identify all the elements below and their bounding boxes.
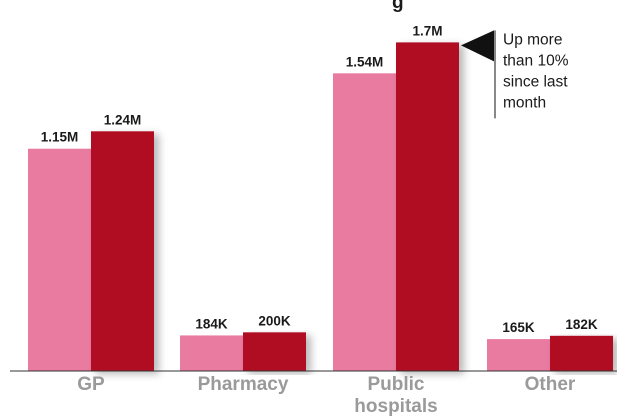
- annotation-arrow-icon: [461, 30, 494, 62]
- category-label-public-hospitals-line-2: hospitals: [354, 396, 437, 417]
- data-label-public-hospitals-series-1: 1.54M: [346, 54, 384, 69]
- bar-other-series-1: [487, 339, 550, 371]
- annotation-text-line-4: month: [503, 94, 546, 111]
- bar-public-hospitals-series-1: [333, 73, 396, 371]
- data-label-pharmacy-series-1: 184K: [195, 316, 228, 331]
- category-label-pharmacy: Pharmacy: [198, 374, 289, 395]
- data-label-other-series-2: 182K: [565, 317, 598, 332]
- data-label-gp-series-1: 1.15M: [41, 130, 79, 145]
- data-label-gp-series-2: 1.24M: [104, 112, 142, 127]
- annotation: Up more than 10% since last month: [461, 30, 569, 119]
- bar-pharmacy-series-1: [180, 335, 243, 371]
- data-label-other-series-1: 165K: [502, 320, 535, 335]
- annotation-text-line-2: than 10%: [503, 52, 569, 69]
- category-label-public-hospitals-line-1: Public: [367, 374, 424, 395]
- bar-other-series-2: [550, 335, 613, 371]
- annotation-text-line-1: Up more: [503, 31, 562, 48]
- bar-pharmacy-series-2: [243, 332, 306, 371]
- annotation-text-line-3: since last: [503, 73, 568, 90]
- data-label-pharmacy-series-2: 200K: [258, 313, 291, 328]
- bar-gp-series-2: [91, 131, 154, 371]
- bars-layer: [28, 42, 613, 372]
- bar-public-hospitals-series-2: [396, 42, 459, 372]
- data-labels-layer: 1.15M 1.24M 184K 200K 1.54M 1.7M 165K 182K: [41, 23, 598, 335]
- category-label-other: Other: [525, 374, 576, 395]
- category-label-gp: GP: [77, 374, 105, 395]
- chart-title-fragment: g: [392, 0, 404, 13]
- bar-gp-series-1: [28, 148, 91, 371]
- data-label-public-hospitals-series-2: 1.7M: [412, 23, 442, 38]
